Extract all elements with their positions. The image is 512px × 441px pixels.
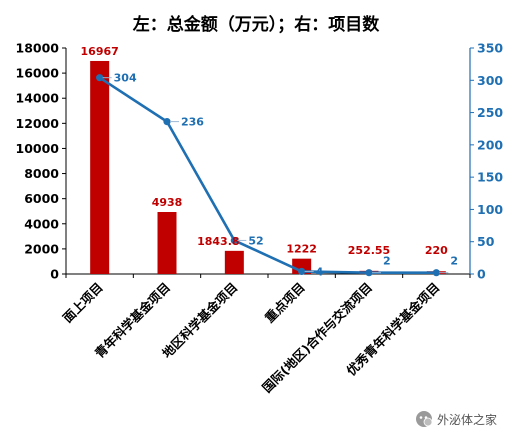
right-tick-label: 150 xyxy=(477,170,503,185)
line-point xyxy=(96,74,104,82)
right-tick-label: 200 xyxy=(477,137,503,152)
left-tick-label: 14000 xyxy=(16,91,60,106)
watermark: 外泌体之家 xyxy=(416,411,497,427)
right-tick-label: 50 xyxy=(477,234,495,249)
right-tick-label: 300 xyxy=(477,73,503,88)
line-value-label: 304 xyxy=(114,72,137,85)
watermark-text: 外泌体之家 xyxy=(437,412,497,427)
right-tick-label: 100 xyxy=(477,202,503,217)
bar-value-label: 220 xyxy=(425,244,448,257)
left-tick-label: 18000 xyxy=(16,41,60,56)
left-tick-label: 10000 xyxy=(16,141,60,156)
left-tick-label: 2000 xyxy=(24,241,59,256)
line-value-label: 4 xyxy=(316,265,324,278)
bar xyxy=(157,212,177,274)
bar-value-label: 252.55 xyxy=(348,244,390,257)
line-point xyxy=(365,269,373,277)
right-tick-label: 0 xyxy=(477,267,486,282)
line-value-label: 236 xyxy=(181,116,204,129)
left-tick-label: 4000 xyxy=(24,216,59,231)
left-tick-label: 6000 xyxy=(24,191,59,206)
left-tick-label: 16000 xyxy=(16,66,60,81)
line-point xyxy=(432,269,440,277)
bar-value-label: 1222 xyxy=(286,243,317,256)
bar xyxy=(90,60,110,274)
bar-value-label: 1843.8 xyxy=(197,235,239,248)
category-label: 面上项目 xyxy=(60,280,106,326)
line-value-label: 2 xyxy=(383,255,391,268)
right-tick-label: 350 xyxy=(477,41,503,56)
line-point xyxy=(298,267,306,276)
line-value-label: 52 xyxy=(248,234,263,247)
line-value-label: 2 xyxy=(450,255,458,268)
bar-value-label: 16967 xyxy=(81,45,119,58)
bar-value-label: 4938 xyxy=(152,196,183,209)
category-label: 国际(地区)合作与交流项目 xyxy=(259,280,375,396)
line-point xyxy=(230,236,238,245)
right-tick-label: 250 xyxy=(477,105,503,120)
left-tick-label: 8000 xyxy=(24,166,59,181)
chart-title: 左：总金额（万元）；右：项目数 xyxy=(133,14,380,35)
left-tick-label: 12000 xyxy=(16,116,60,131)
wechat-icon xyxy=(416,411,433,427)
bar xyxy=(224,250,244,274)
category-label: 重点项目 xyxy=(262,280,308,326)
line-point xyxy=(163,118,171,126)
left-tick-label: 0 xyxy=(50,267,59,282)
